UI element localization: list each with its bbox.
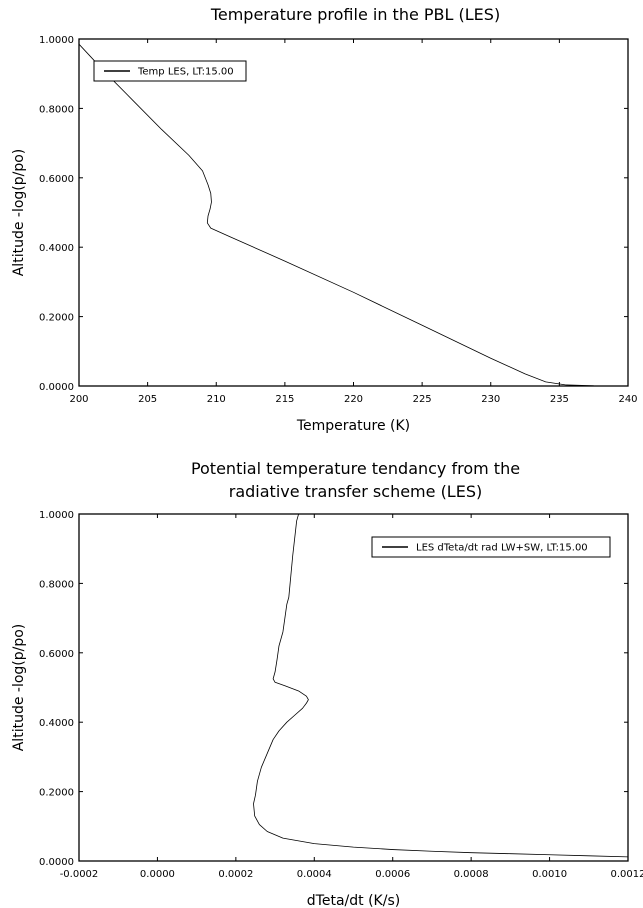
y-tick-label: 0.4000	[39, 243, 74, 254]
plot-frame	[78, 38, 629, 387]
chart-title: Potential temperature tendancy from the	[191, 459, 520, 478]
legend-label: LES dTeta/dt rad LW+SW, LT:15.00	[416, 543, 588, 554]
x-tick-label: 0.0004	[297, 869, 332, 880]
x-tick-label: 215	[275, 394, 294, 405]
y-tick-label: 0.0000	[39, 382, 74, 393]
x-tick-label: 235	[550, 394, 569, 405]
y-tick-label: 0.2000	[39, 313, 74, 324]
x-tick-label: 230	[481, 394, 500, 405]
chart-2: Potential temperature tendancy from the r…	[11, 459, 643, 908]
legend-box	[371, 536, 611, 558]
legend-box	[93, 60, 247, 82]
y-tick-label: 1.0000	[39, 35, 74, 46]
y-tick-label: 0.8000	[39, 104, 74, 115]
legend: LES dTeta/dt rad LW+SW, LT:15.00	[371, 536, 611, 558]
series-line-1	[253, 513, 629, 858]
x-tick-label: 205	[138, 394, 157, 405]
x-tick-label: 0.0008	[454, 869, 489, 880]
y-tick-label: 0.2000	[39, 788, 74, 799]
y-tick-label: 0.4000	[39, 718, 74, 729]
y-axis-label: Altitude -log(p/po)	[11, 149, 27, 277]
x-axis-label: Temperature (K)	[296, 418, 410, 434]
x-tick-label: 0.0012	[611, 869, 643, 880]
y-tick-label: 1.0000	[39, 510, 74, 521]
chart-title: Temperature profile in the PBL (LES)	[210, 5, 500, 24]
plot-frame	[78, 513, 629, 862]
x-tick-label: 0.0002	[218, 869, 253, 880]
x-tick-label: 0.0000	[140, 869, 175, 880]
legend-label: Temp LES, LT:15.00	[137, 67, 234, 78]
series-line-1	[78, 43, 629, 387]
legend: Temp LES, LT:15.00	[93, 60, 247, 82]
x-tick-label: 210	[207, 394, 226, 405]
chart-1: Temperature profile in the PBL (LES) 200 2…	[11, 5, 638, 434]
y-tick-label: 0.6000	[39, 174, 74, 185]
x-tick-label: 240	[618, 394, 637, 405]
x-tick-label: 0.0010	[532, 869, 567, 880]
y-tick-label: 0.6000	[39, 649, 74, 660]
x-tick-label: -0.0002	[60, 869, 99, 880]
x-tick-label: 220	[344, 394, 363, 405]
x-tick-label: 225	[413, 394, 432, 405]
chart-title: radiative transfer scheme (LES)	[229, 482, 482, 501]
x-tick-label: 200	[69, 394, 88, 405]
x-axis-label: dTeta/dt (K/s)	[307, 893, 400, 908]
x-tick-label: 0.0006	[375, 869, 410, 880]
y-axis-label: Altitude -log(p/po)	[11, 624, 27, 752]
y-tick-label: 0.0000	[39, 857, 74, 868]
y-tick-label: 0.8000	[39, 579, 74, 590]
